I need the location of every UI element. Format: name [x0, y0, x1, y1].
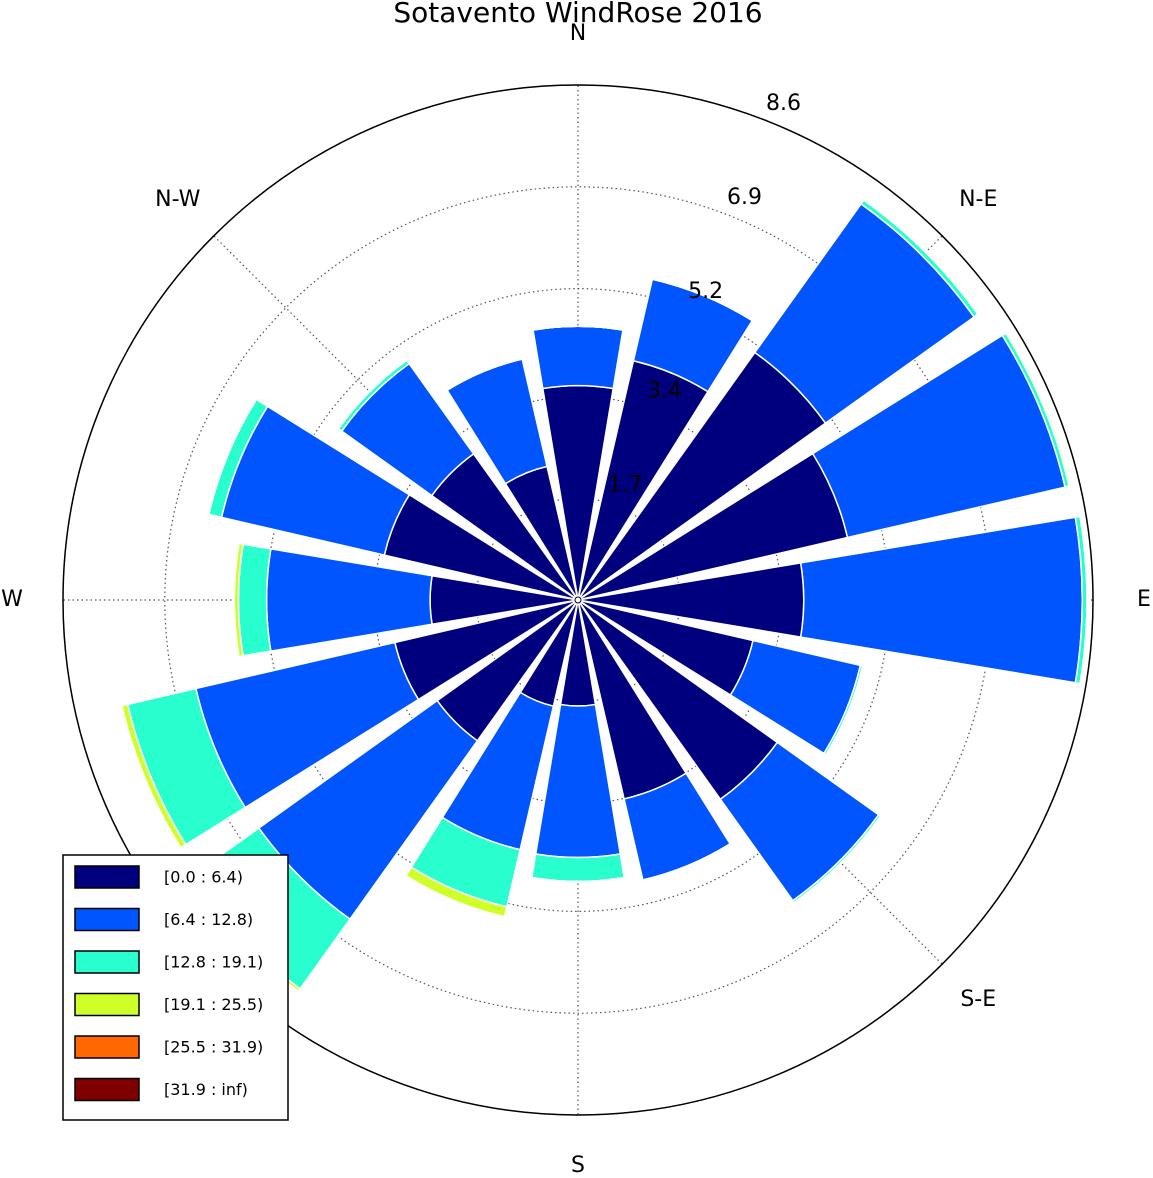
legend-label: [31.9 : inf) — [164, 1080, 248, 1099]
wind-segment — [642, 843, 731, 881]
wind-segment — [825, 665, 864, 756]
legend-swatch — [74, 950, 140, 974]
direction-label: E — [1137, 587, 1151, 612]
wind-segment — [337, 359, 408, 430]
legend-label: [12.8 : 19.1) — [164, 953, 263, 972]
wind-segment — [405, 875, 505, 918]
direction-label: S-E — [960, 987, 996, 1012]
direction-label: S — [571, 1153, 585, 1174]
direction-label: W — [1, 587, 23, 612]
legend-swatch — [74, 1035, 140, 1059]
radial-tick-label: 8.6 — [766, 91, 801, 116]
legend-swatch — [74, 992, 140, 1017]
chart-title: Sotavento WindRose 2016 — [393, 0, 762, 29]
radial-tick-label: 1.7 — [608, 473, 643, 498]
wind-segment — [121, 705, 182, 849]
wind-segment — [530, 853, 626, 883]
wind-segment — [265, 548, 433, 652]
polar-frame — [62, 84, 1094, 1116]
legend-swatch — [74, 865, 140, 889]
legend-label: [25.5 : 31.9) — [164, 1038, 263, 1057]
legend: [0.0 : 6.4) [6.4 : 12.8) [12.8 : 19.1) [19.… — [62, 854, 289, 1121]
legend-label: [0.0 : 6.4) — [164, 868, 243, 887]
radial-tick-label: 3.4 — [647, 379, 682, 404]
legend-label: [19.1 : 25.5) — [164, 995, 263, 1014]
direction-label: N-E — [959, 187, 997, 212]
legend-label: [6.4 : 12.8) — [164, 910, 253, 929]
legend-swatch — [74, 1077, 140, 1102]
wind-segment — [793, 815, 882, 904]
wind-segment — [237, 543, 272, 657]
radial-tick-label: 6.9 — [727, 185, 762, 210]
legend-box — [62, 854, 289, 1121]
wind-segment — [799, 516, 1083, 684]
direction-label: N — [570, 21, 586, 46]
center-dot — [574, 596, 582, 604]
legend-swatch — [74, 907, 140, 932]
wind-segment — [233, 543, 240, 657]
wind-segment — [532, 325, 624, 390]
direction-label: N-W — [155, 187, 201, 212]
radial-tick-label: 5.2 — [688, 279, 723, 304]
